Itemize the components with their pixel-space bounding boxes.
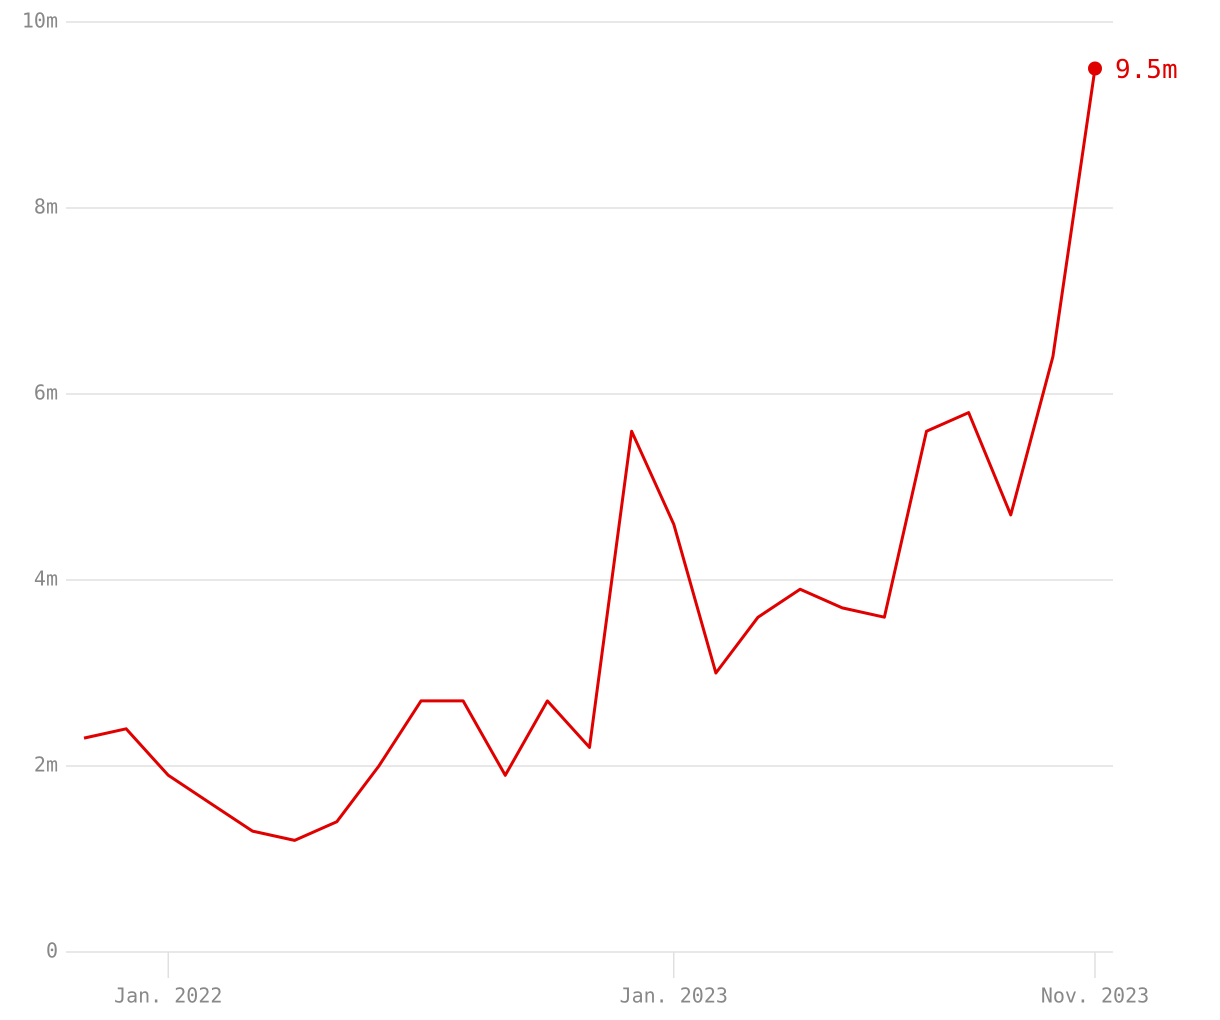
y-tick-label: 8m [34,195,58,219]
y-tick-label: 0 [46,939,58,963]
x-tick-label: Jan. 2022 [114,984,222,1008]
value-label: 9.5m [1115,55,1178,85]
line [83,68,1097,842]
y-tick-label: 2m [34,753,58,777]
y-tick-label: 10m [22,9,58,33]
y-tick-label: 6m [34,381,58,405]
x-tick-label: Nov. 2023 [1041,984,1149,1008]
x-tick-label: Jan. 2023 [620,984,728,1008]
end-point [1088,61,1102,76]
y-tick-label: 4m [34,567,58,591]
